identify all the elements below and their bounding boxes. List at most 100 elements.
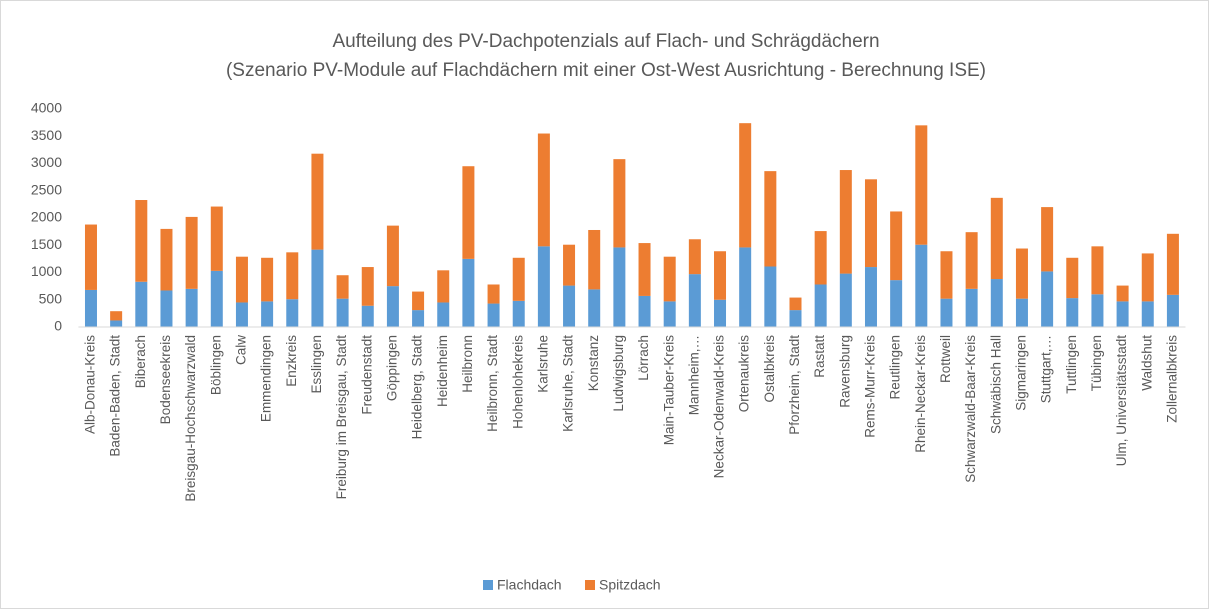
- x-tick-label: Alb-Donau-Kreis: [83, 335, 98, 434]
- bar: [714, 251, 727, 300]
- bar: [1066, 298, 1079, 327]
- bar: [764, 266, 777, 327]
- y-tick-label: 2000: [31, 209, 62, 225]
- bar: [286, 299, 299, 327]
- x-tick-label: Freiburg im Breisgau, Stadt: [334, 335, 349, 500]
- bar: [336, 298, 349, 327]
- bar: [1015, 248, 1028, 299]
- bar: [638, 295, 651, 327]
- bar: [160, 228, 173, 291]
- bar: [588, 289, 601, 327]
- bar: [1066, 257, 1079, 299]
- bar: [537, 133, 550, 247]
- bar: [864, 267, 877, 327]
- x-tick-label: Karlsruhe, Stadt: [561, 335, 576, 432]
- bar: [563, 285, 576, 327]
- y-tick-label: 2500: [31, 181, 62, 197]
- bar: [965, 288, 978, 327]
- chart-subtitle: (Szenario PV-Module auf Flachdächern mit…: [226, 60, 986, 81]
- x-tick-label: Heidelberg, Stadt: [410, 335, 425, 440]
- bar: [361, 305, 374, 327]
- bar: [789, 297, 802, 311]
- bar: [915, 244, 928, 327]
- bar: [688, 274, 701, 327]
- bar: [764, 171, 777, 267]
- bar: [864, 179, 877, 268]
- bar: [1015, 298, 1028, 327]
- x-tick-label: Rhein-Neckar-Kreis: [913, 335, 928, 453]
- bar: [110, 311, 123, 321]
- x-tick-label: Reutlingen: [888, 335, 903, 400]
- x-tick-label: Breisgau-Hochschwarzwald: [183, 335, 198, 502]
- y-tick-label: 4000: [31, 100, 62, 116]
- x-tick-label: Heilbronn, Stadt: [485, 335, 500, 432]
- x-tick-label: Tübingen: [1089, 335, 1104, 391]
- x-tick-label: Konstanz: [586, 335, 601, 392]
- bar: [714, 299, 727, 327]
- bar: [361, 267, 374, 306]
- x-tick-label: Esslingen: [309, 335, 324, 394]
- bar: [814, 231, 827, 285]
- bar: [487, 303, 500, 327]
- x-tick-label: Emmendingen: [259, 335, 274, 422]
- bar: [386, 225, 399, 287]
- x-tick-label: Ludwigsburg: [611, 335, 626, 412]
- bar: [462, 166, 475, 259]
- bar: [210, 206, 223, 271]
- bar: [462, 258, 475, 327]
- bar: [990, 279, 1003, 327]
- x-tick-label: Heilbronn: [460, 335, 475, 393]
- bar: [160, 290, 173, 327]
- bar: [412, 310, 425, 327]
- x-tick-label: Pforzheim, Stadt: [787, 335, 802, 435]
- bar: [739, 247, 752, 327]
- bar: [1141, 253, 1154, 302]
- bar: [890, 280, 903, 327]
- x-tick-label: Sigmaringen: [1014, 335, 1029, 411]
- bar: [563, 244, 576, 286]
- x-tick-label: Neckar-Odenwald-Kreis: [712, 335, 727, 479]
- bar: [1141, 301, 1154, 327]
- legend-swatch: [585, 580, 595, 590]
- x-tick-label: Main-Tauber-Kreis: [661, 335, 676, 446]
- x-tick-label: Ostalbkreis: [762, 335, 777, 403]
- bar: [437, 270, 450, 303]
- legend-label: Flachdach: [497, 577, 562, 593]
- chart-title: Aufteilung des PV-Dachpotenzials auf Fla…: [332, 31, 879, 52]
- bar: [336, 275, 349, 299]
- bar: [412, 291, 425, 311]
- bar: [286, 252, 299, 300]
- bar: [1041, 207, 1054, 272]
- y-tick-label: 3000: [31, 154, 62, 170]
- bar: [135, 281, 148, 327]
- x-tick-label: Rottweil: [938, 335, 953, 383]
- bar: [839, 170, 852, 274]
- x-tick-label: Rastatt: [812, 335, 827, 378]
- bar: [739, 123, 752, 248]
- y-tick-label: 0: [54, 318, 62, 334]
- x-tick-label: Hohenlohekreis: [510, 335, 525, 429]
- x-tick-label: Ortenaukreis: [737, 335, 752, 413]
- bar: [663, 301, 676, 327]
- bar: [915, 125, 928, 245]
- bar: [110, 320, 123, 327]
- bar: [613, 159, 626, 248]
- bar: [965, 232, 978, 289]
- bar: [386, 286, 399, 327]
- y-tick-label: 3500: [31, 127, 62, 143]
- x-tick-label: Ravensburg: [837, 335, 852, 408]
- bar: [261, 257, 274, 302]
- x-tick-label: Schwäbisch Hall: [988, 335, 1003, 434]
- x-tick-label: Bodenseekreis: [158, 335, 173, 425]
- bar: [1166, 233, 1179, 295]
- legend-swatch: [483, 580, 493, 590]
- x-tick-label: Biberach: [133, 335, 148, 388]
- bar: [185, 288, 198, 327]
- bar: [311, 249, 324, 327]
- legend-label: Spitzdach: [599, 577, 660, 593]
- bar: [235, 256, 248, 303]
- bar: [1166, 294, 1179, 327]
- y-tick-label: 1500: [31, 236, 62, 252]
- bar: [311, 153, 324, 250]
